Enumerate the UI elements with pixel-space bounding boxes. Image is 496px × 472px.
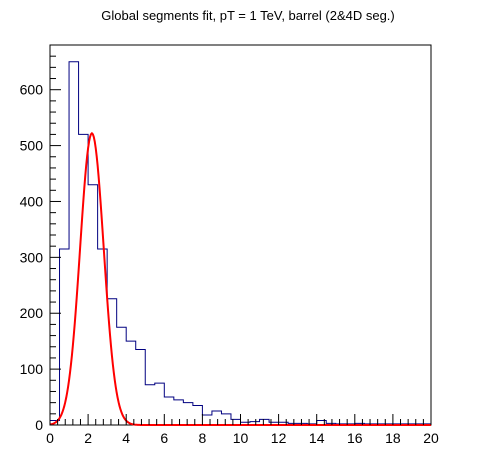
y-tick-label: 300: [20, 249, 44, 265]
histogram-bin: [136, 350, 146, 425]
chart-title: Global segments fit, pT = 1 TeV, barrel …: [101, 8, 395, 23]
y-tick-label: 600: [20, 82, 44, 98]
y-tick-label: 0: [35, 417, 43, 433]
y-tick-label: 100: [20, 361, 44, 377]
x-tick-label: 18: [385, 430, 401, 446]
histogram-bin: [145, 385, 155, 425]
y-tick-label: 500: [20, 138, 44, 154]
histogram-bin: [183, 403, 193, 425]
y-tick-label: 200: [20, 305, 44, 321]
x-tick-label: 16: [347, 430, 363, 446]
histogram-series: [49, 61, 432, 425]
histogram-bin: [174, 400, 184, 425]
plot-frame-rect: [49, 44, 432, 426]
histogram-line: [49, 61, 432, 425]
x-tick-label: 12: [271, 430, 287, 446]
x-tick-label: 4: [122, 430, 130, 446]
histogram-bin: [212, 411, 222, 425]
histogram-bin: [126, 341, 136, 425]
y-tick-label: 400: [20, 193, 44, 209]
x-tick-label: 20: [423, 430, 439, 446]
histogram-bin: [88, 185, 98, 425]
x-tick-label: 6: [160, 430, 168, 446]
x-tick-label: 10: [233, 430, 249, 446]
histogram-bin: [155, 383, 165, 425]
x-tick-label: 8: [199, 430, 207, 446]
plot-frame: [49, 44, 432, 426]
histogram-bin: [221, 414, 231, 425]
x-tick-label: 0: [46, 430, 54, 446]
x-tick-label: 14: [309, 430, 325, 446]
histogram-bin: [79, 134, 89, 425]
x-tick-label: 2: [84, 430, 92, 446]
histogram-bin: [60, 249, 70, 425]
